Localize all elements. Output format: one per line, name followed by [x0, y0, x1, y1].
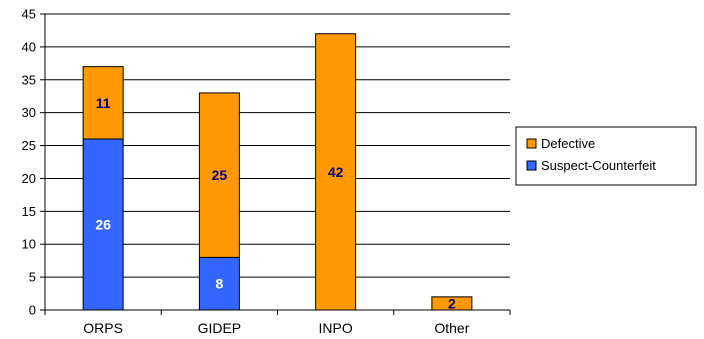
legend-swatch [526, 160, 537, 171]
y-tick-label: 30 [22, 105, 36, 120]
data-label: 42 [328, 164, 344, 180]
legend-swatch [526, 138, 537, 149]
x-category-labels: ORPS GIDEP INPO Other [83, 320, 469, 336]
bar-segment [315, 33, 357, 311]
y-tick-label: 5 [29, 270, 36, 285]
y-tick-label: 25 [22, 138, 36, 153]
data-label: 26 [95, 216, 111, 232]
bar-segment [198, 92, 240, 258]
y-tick-label: 10 [22, 237, 36, 252]
x-category-label: INPO [319, 320, 353, 336]
legend: Defective Suspect-Counterfeit [515, 126, 697, 186]
y-tick-label: 20 [22, 171, 36, 186]
y-tick-label: 45 [22, 7, 36, 22]
bars [82, 33, 473, 311]
bar-segment [198, 256, 240, 311]
data-label: 2 [448, 295, 456, 311]
y-tick-label: 15 [22, 204, 36, 219]
y-tick-marks [40, 13, 45, 311]
y-tick-label: 40 [22, 39, 36, 54]
bar-segment [82, 66, 124, 140]
data-label: 25 [212, 167, 228, 183]
x-tick-marks [44, 310, 511, 315]
data-labels: 26 11 8 25 42 2 [95, 95, 456, 312]
y-tick-label: 35 [22, 72, 36, 87]
legend-label: Defective [541, 136, 595, 151]
y-tick-labels: 0 5 10 15 20 25 30 35 40 45 [22, 7, 36, 318]
x-category-label: Other [434, 320, 469, 336]
bar-segment [82, 138, 124, 311]
data-label: 8 [215, 276, 223, 292]
data-label: 11 [96, 95, 111, 111]
legend-label: Suspect-Counterfeit [541, 158, 656, 173]
legend-box [515, 126, 697, 186]
x-category-label: ORPS [83, 320, 123, 336]
y-tick-label: 0 [29, 303, 36, 318]
x-category-label: GIDEP [198, 320, 242, 336]
